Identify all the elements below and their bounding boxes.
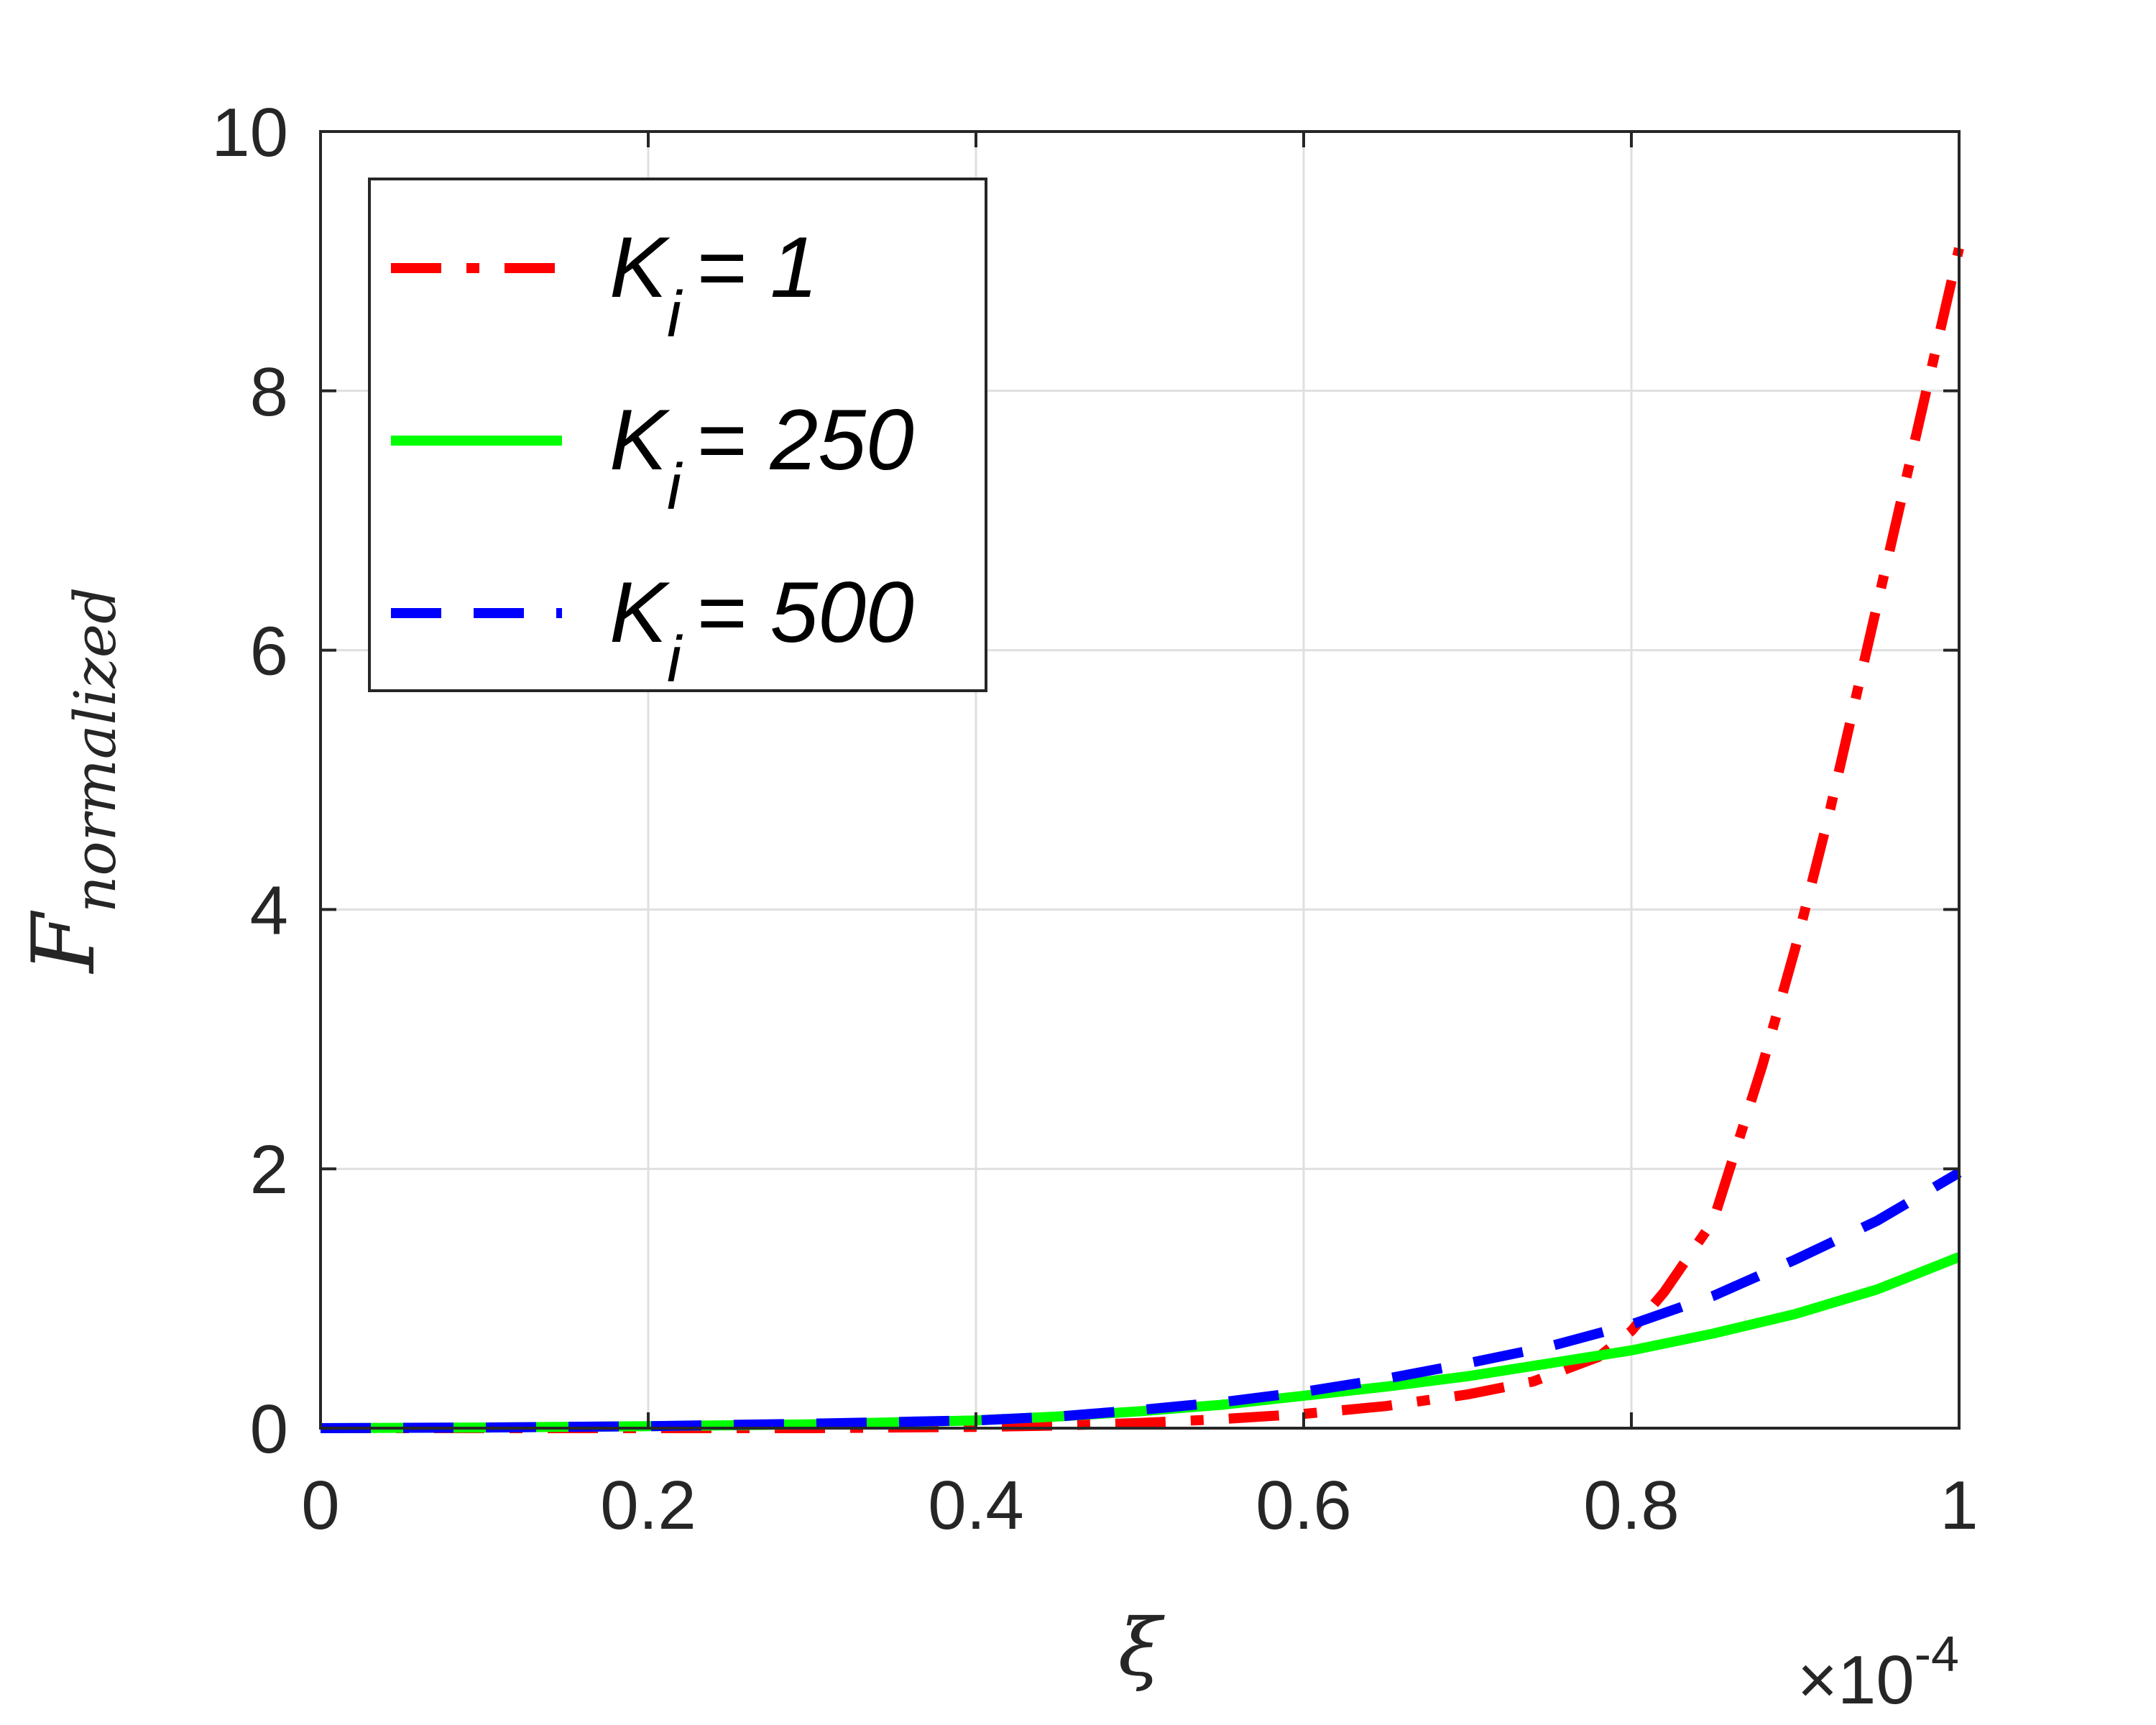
y-axis-label: Fnormalized [14, 587, 129, 975]
legend-symbol: K [609, 219, 671, 316]
legend-label-3: Ki = 500 [609, 564, 914, 696]
y-tick-label: 2 [250, 1131, 288, 1208]
legend-value: = 250 [696, 392, 914, 488]
legend-symbol: K [609, 392, 671, 488]
legend-label-2: Ki = 250 [609, 392, 914, 523]
y-tick-label: 6 [250, 613, 288, 690]
svg-text:×10-4: ×10-4 [1797, 1626, 1959, 1719]
series-line-3 [320, 1168, 1962, 1433]
legend-subscript: i [667, 279, 683, 351]
legend-value: = 1 [696, 219, 818, 316]
axes-box [319, 130, 1961, 1430]
svg-text:Fnormalized: Fnormalized [14, 587, 129, 975]
legend-subscript: i [667, 451, 683, 523]
x-axis-label: ξ [1118, 1601, 1166, 1693]
y-axis-label-main: F [14, 910, 114, 974]
legend-value: = 500 [696, 564, 914, 661]
y-tick-label: 4 [250, 872, 288, 949]
x-tick-label: 0.8 [1583, 1467, 1679, 1544]
y-tick-label: 10 [211, 94, 288, 171]
x-tick-label: 0.2 [600, 1467, 696, 1544]
x-tick-label: 0 [301, 1467, 339, 1544]
y-tick-label: 8 [250, 354, 288, 431]
x-tick-label: 0.6 [1256, 1467, 1351, 1544]
x-tick-label: 1 [1940, 1467, 1978, 1544]
x-axis-multiplier-base: ×10 [1797, 1642, 1915, 1719]
legend-label-1: Ki = 1 [609, 219, 818, 351]
x-tick-label: 0.4 [928, 1467, 1023, 1544]
x-axis-multiplier: ×10-4 [1797, 1626, 1959, 1719]
y-tick-label: 0 [250, 1391, 288, 1468]
x-axis-multiplier-exponent: -4 [1915, 1626, 1959, 1682]
legend-subscript: i [667, 624, 683, 696]
legend-symbol: K [609, 564, 671, 661]
y-axis-label-subscript: normalized [62, 587, 129, 913]
